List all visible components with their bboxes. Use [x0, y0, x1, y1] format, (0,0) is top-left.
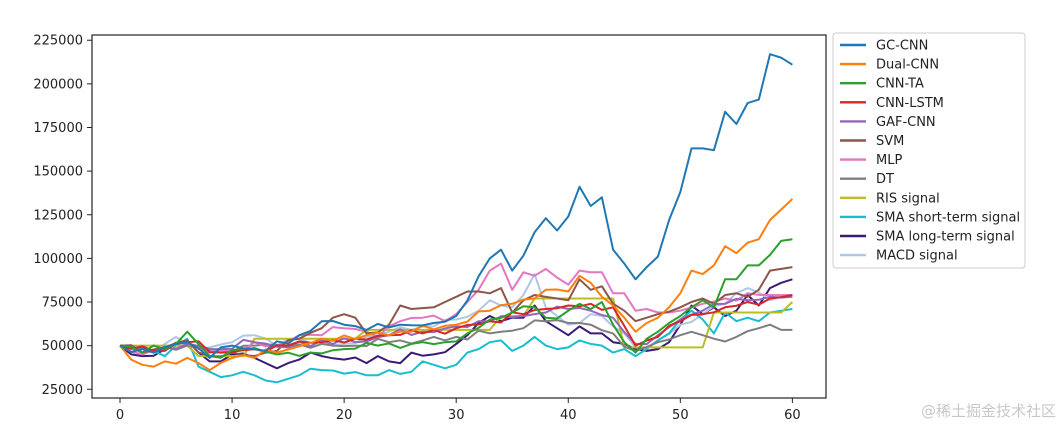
- legend-label: SMA long-term signal: [876, 230, 1015, 245]
- legend-label: CNN-LSTM: [876, 96, 944, 111]
- y-tick-label: 175000: [33, 121, 83, 136]
- y-tick-label: 50000: [42, 339, 83, 354]
- legend-label: SMA short-term signal: [876, 210, 1020, 225]
- legend-frame: [832, 32, 1026, 269]
- series-line-macd-signal: [119, 273, 793, 354]
- x-tick-label: 60: [784, 408, 801, 423]
- y-tick-label: 75000: [42, 296, 83, 311]
- legend-label: MACD signal: [876, 249, 958, 264]
- series-line-dual-cnn: [119, 198, 794, 372]
- series-line-gc-cnn: [119, 53, 793, 359]
- y-tick-label: 125000: [33, 208, 83, 223]
- series-line-cnn-lstm: [119, 294, 793, 354]
- x-tick-label: 50: [672, 408, 689, 423]
- series-line-gaf-cnn: [119, 295, 793, 354]
- legend-label: GAF-CNN: [876, 115, 936, 130]
- legend-label: MLP: [876, 153, 902, 168]
- legend: GC-CNN Dual-CNN CNN-TA CNN-LSTM GAF-CNN SVM ML…: [832, 32, 1026, 269]
- plot-frame: [91, 34, 827, 399]
- y-tick-label: 200000: [33, 77, 83, 92]
- watermark: @稀土掘金技术社区: [920, 402, 1056, 420]
- plot-lines: [119, 53, 794, 384]
- legend-label: RIS signal: [876, 191, 940, 206]
- x-axis: 0 10 20 30 40 50 60: [116, 398, 801, 423]
- y-tick-label: 225000: [33, 34, 83, 49]
- x-tick-label: 30: [448, 408, 465, 423]
- legend-label: CNN-TA: [876, 77, 924, 92]
- x-tick-label: 40: [560, 408, 577, 423]
- x-tick-label: 20: [336, 408, 353, 423]
- y-tick-label: 25000: [42, 383, 83, 398]
- series-line-cnn-ta: [119, 238, 793, 359]
- legend-label: Dual-CNN: [876, 58, 939, 73]
- y-axis: 25000 50000 75000 100000 125000 150000 175000 2…: [33, 34, 92, 398]
- legend-label: SVM: [876, 134, 904, 149]
- legend-label: GC-CNN: [876, 39, 928, 54]
- legend-label: DT: [876, 172, 894, 187]
- y-tick-label: 150000: [33, 165, 83, 180]
- x-tick-label: 10: [224, 408, 241, 423]
- y-tick-label: 100000: [33, 252, 83, 267]
- x-tick-label: 0: [116, 408, 124, 423]
